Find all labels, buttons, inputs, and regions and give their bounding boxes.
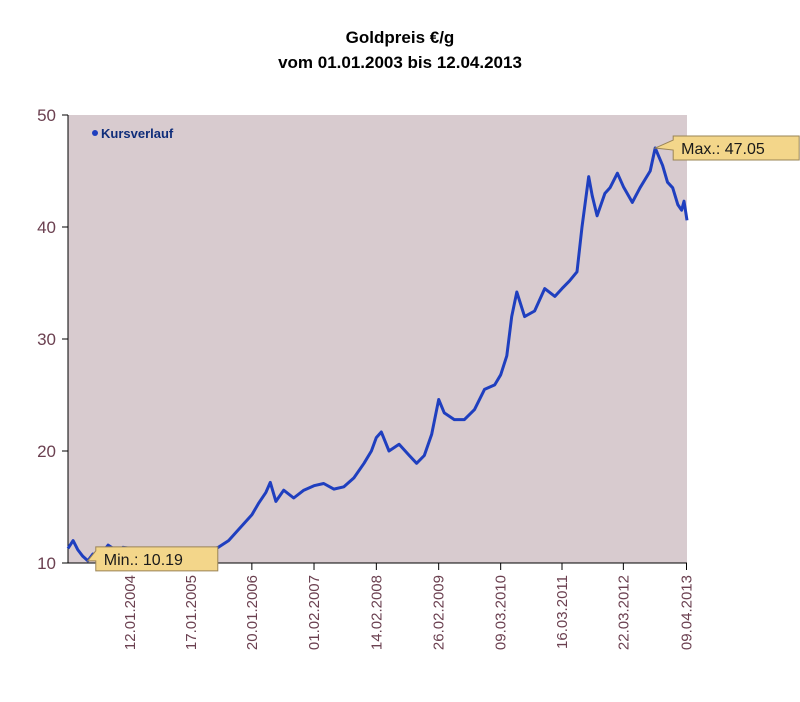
x-tick-label: 22.03.2012 [615,575,632,650]
max-callout-label: Max.: 47.05 [681,141,765,158]
y-tick-label: 40 [37,218,56,237]
x-tick-label: 12.01.2004 [122,575,139,650]
plot-area [68,115,687,563]
x-tick-label: 09.04.2013 [679,575,696,650]
x-tick-label: 09.03.2010 [493,575,510,650]
x-tick-label: 14.02.2008 [368,575,385,650]
x-tick-label: 16.03.2011 [554,575,571,649]
x-tick-label: 26.02.2009 [431,575,448,650]
legend-marker-kursverlauf [92,130,98,136]
chart-title: Goldpreis €/g [345,28,455,47]
legend: Kursverlauf [92,126,174,141]
x-tick-label: 01.02.2007 [306,575,323,650]
max-callout: Max.: 47.05 [653,135,800,161]
min-callout-box [86,546,219,572]
x-axis: 12.01.2004 17.01.2005 20.01.2006 01.02.2007… [68,562,696,650]
y-tick-label: 20 [37,442,56,461]
annotations: Min.: 10.19 Max.: 47.05 [86,135,800,572]
min-callout-label: Min.: 10.19 [104,552,183,569]
y-tick-label: 30 [37,330,56,349]
legend-label-kursverlauf: Kursverlauf [101,126,174,141]
chart-subtitle: vom 01.01.2003 bis 12.04.2013 [278,53,522,72]
max-callout-box [653,135,800,161]
x-tick-label: 17.01.2005 [183,575,200,650]
min-callout: Min.: 10.19 [86,546,219,572]
x-tick-label: 20.01.2006 [244,575,261,650]
y-axis: 10 20 30 40 50 [37,106,69,573]
y-tick-label: 10 [37,554,56,573]
y-tick-label: 50 [37,106,56,125]
